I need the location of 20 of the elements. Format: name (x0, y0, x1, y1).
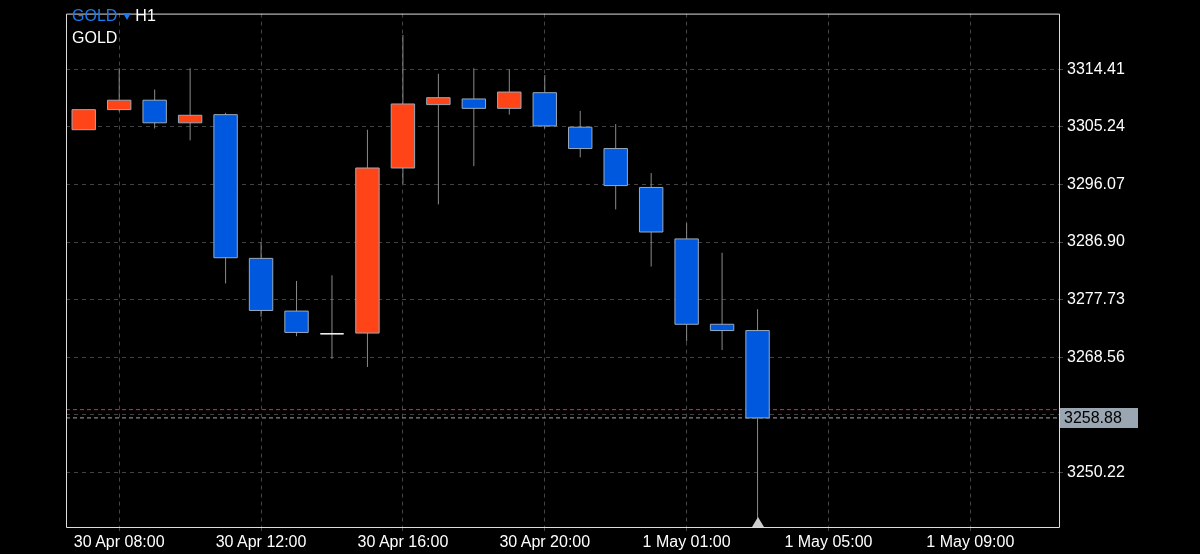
y-tick-label: 3277.73 (1067, 290, 1125, 308)
chart-title: GOLD (72, 7, 118, 24)
candlestick (320, 274, 344, 360)
y-tick-label: 3268.56 (1067, 347, 1125, 365)
y-tick-label: 3250.22 (1067, 462, 1125, 480)
x-tick-label: 30 Apr 16:00 (357, 533, 449, 551)
x-tick-label: 1 May 05:00 (784, 533, 873, 551)
text: GOLD (72, 28, 119, 48)
y-tick-label: 3286.90 (1067, 232, 1125, 250)
candlestick (284, 280, 309, 337)
y-tick-label: 3305.24 (1067, 117, 1125, 135)
y-tick-label: 3314.41 (1067, 59, 1125, 77)
x-tick-label: 1 May 01:00 (642, 533, 731, 551)
x-tick-label: 1 May 09:00 (926, 533, 1015, 551)
ref-line-label: 3258.88 (1064, 409, 1122, 427)
x-tick-label: 30 Apr 12:00 (215, 533, 307, 551)
y-tick-label: 3296.07 (1067, 174, 1125, 192)
x-tick-label: 30 Apr 08:00 (73, 533, 165, 551)
annotation: H1 (135, 7, 156, 24)
x-tick-label: 30 Apr 20:00 (499, 533, 591, 551)
